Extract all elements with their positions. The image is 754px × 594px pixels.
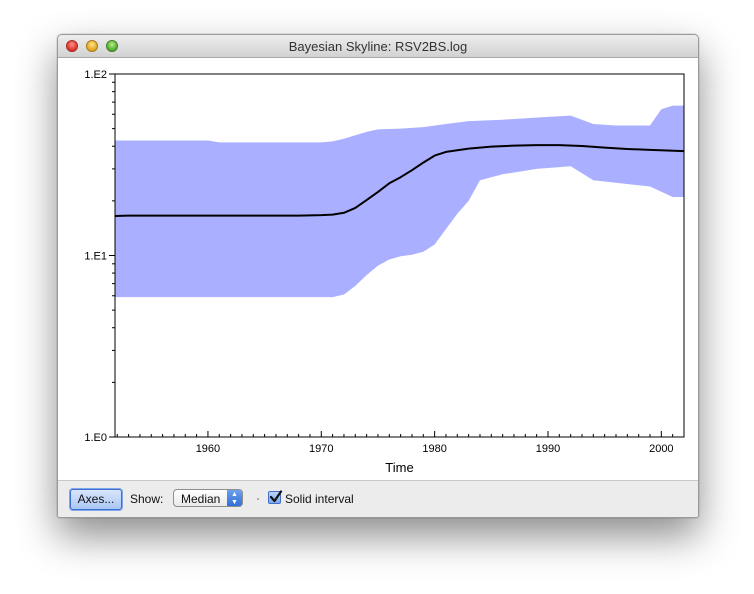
hpd-interval-band bbox=[115, 105, 684, 298]
x-tick-label: 1960 bbox=[196, 443, 220, 455]
x-tick-label: 2000 bbox=[649, 443, 673, 455]
separator-dot bbox=[257, 498, 259, 500]
updown-arrows-icon: ▲ ▼ bbox=[227, 490, 242, 506]
window-title: Bayesian Skyline: RSV2BS.log bbox=[288, 39, 468, 54]
solid-interval-checkbox[interactable] bbox=[268, 490, 283, 504]
skyline-chart: 1.E0 1.E1 1.E2 1960 1970 1980 1990 2000 Time bbox=[84, 69, 685, 475]
minimize-window-button[interactable] bbox=[86, 40, 98, 52]
title-bar: Bayesian Skyline: RSV2BS.log bbox=[58, 35, 698, 58]
solid-interval-label: Solid interval bbox=[285, 492, 354, 506]
skyline-window: Bayesian Skyline: RSV2BS.log 1.E0 1.E1 1.E… bbox=[57, 34, 699, 518]
x-tick-label: 1980 bbox=[422, 443, 446, 455]
x-tick-label: 1970 bbox=[309, 443, 333, 455]
x-axis-title: Time bbox=[385, 460, 413, 475]
plot-area: 1.E0 1.E1 1.E2 1960 1970 1980 1990 2000 Time bbox=[58, 58, 698, 480]
close-window-button[interactable] bbox=[66, 40, 78, 52]
checkmark-icon bbox=[269, 490, 283, 503]
show-select-value: Median bbox=[181, 492, 221, 506]
control-bar: Axes... Show: Median ▲ ▼ Solid interval bbox=[58, 480, 698, 517]
show-label: Show: bbox=[130, 492, 164, 506]
axes-button[interactable]: Axes... bbox=[70, 489, 122, 510]
y-tick-label: 1.E2 bbox=[84, 69, 107, 81]
y-tick-label: 1.E0 bbox=[84, 432, 107, 444]
zoom-window-button[interactable] bbox=[106, 40, 118, 52]
x-tick-label: 1990 bbox=[536, 443, 560, 455]
show-select[interactable]: Median ▲ ▼ bbox=[173, 489, 243, 507]
y-tick-label: 1.E1 bbox=[84, 251, 107, 263]
median-line bbox=[114, 144, 685, 217]
